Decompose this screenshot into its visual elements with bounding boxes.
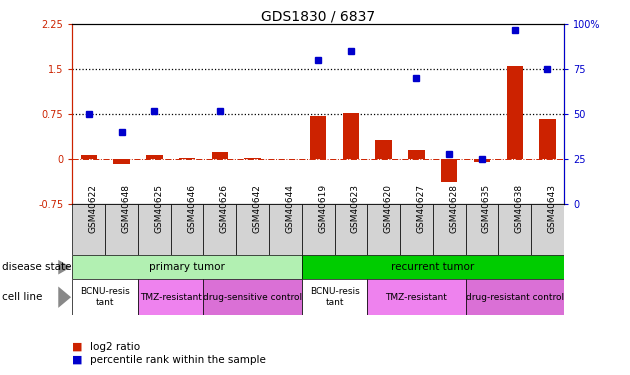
Text: GSM40623: GSM40623	[351, 184, 360, 233]
Text: GSM40626: GSM40626	[220, 184, 229, 233]
Polygon shape	[59, 260, 71, 274]
Bar	[302, 279, 367, 315]
Bar	[244, 158, 261, 159]
Bar	[81, 154, 97, 159]
Text: GSM40627: GSM40627	[416, 184, 425, 233]
Bar	[466, 279, 564, 315]
Bar	[441, 159, 457, 182]
Bar	[105, 204, 138, 255]
Text: GSM40620: GSM40620	[384, 184, 392, 233]
Text: GSM40622: GSM40622	[89, 184, 98, 233]
Text: GSM40646: GSM40646	[187, 184, 196, 233]
Text: BCNU-resis
tant: BCNU-resis tant	[81, 288, 130, 307]
Text: ■: ■	[72, 342, 83, 352]
Bar	[236, 204, 269, 255]
Text: cell line: cell line	[2, 292, 42, 302]
Text: drug-resistant control: drug-resistant control	[466, 292, 564, 302]
Bar	[531, 204, 564, 255]
Bar	[375, 140, 392, 159]
Text: BCNU-resis
tant: BCNU-resis tant	[310, 288, 359, 307]
Bar	[507, 66, 523, 159]
Text: GSM40648: GSM40648	[122, 184, 130, 233]
Text: ■: ■	[72, 355, 83, 365]
Bar	[212, 152, 228, 159]
Text: GSM40619: GSM40619	[318, 184, 327, 233]
Bar	[302, 204, 335, 255]
Bar	[400, 204, 433, 255]
Bar	[72, 279, 138, 315]
Bar	[498, 204, 531, 255]
Bar	[335, 204, 367, 255]
Bar	[474, 159, 490, 162]
Text: GSM40644: GSM40644	[285, 184, 294, 233]
Text: GSM40642: GSM40642	[253, 184, 261, 233]
Bar	[367, 279, 466, 315]
Text: primary tumor: primary tumor	[149, 262, 225, 272]
Text: percentile rank within the sample: percentile rank within the sample	[90, 355, 266, 365]
Bar	[203, 279, 302, 315]
Bar	[466, 204, 498, 255]
Bar	[408, 150, 425, 159]
Bar	[113, 159, 130, 164]
Text: log2 ratio: log2 ratio	[90, 342, 140, 352]
Text: recurrent tumor: recurrent tumor	[391, 262, 474, 272]
Bar	[146, 155, 163, 159]
Text: disease state: disease state	[2, 262, 71, 272]
Text: GSM40643: GSM40643	[547, 184, 556, 233]
Bar	[72, 255, 302, 279]
Bar	[72, 204, 105, 255]
Bar	[171, 204, 203, 255]
Bar	[433, 204, 466, 255]
Text: GSM40628: GSM40628	[449, 184, 458, 233]
Bar	[179, 158, 195, 159]
Text: GSM40638: GSM40638	[515, 184, 524, 233]
Bar	[269, 204, 302, 255]
Title: GDS1830 / 6837: GDS1830 / 6837	[261, 9, 375, 23]
Bar	[367, 204, 400, 255]
Bar	[203, 204, 236, 255]
Text: TMZ-resistant: TMZ-resistant	[386, 292, 447, 302]
Bar	[138, 279, 203, 315]
Bar	[539, 118, 556, 159]
Text: GSM40635: GSM40635	[482, 184, 491, 233]
Bar	[302, 255, 564, 279]
Text: drug-sensitive control: drug-sensitive control	[203, 292, 302, 302]
Bar	[310, 116, 326, 159]
Polygon shape	[59, 286, 71, 308]
Text: GSM40625: GSM40625	[154, 184, 163, 233]
Text: TMZ-resistant: TMZ-resistant	[140, 292, 202, 302]
Bar	[343, 112, 359, 159]
Bar	[138, 204, 171, 255]
